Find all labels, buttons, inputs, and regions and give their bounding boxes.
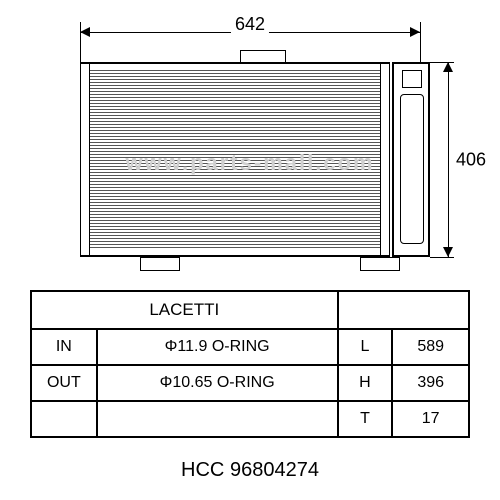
cell-spec: Φ11.9 O-RING xyxy=(97,329,338,365)
specification-table: LACETTI IN Φ11.9 O-RING L 589 OUT Φ10.65… xyxy=(30,290,470,438)
cell-port: OUT xyxy=(31,365,97,401)
cell-spec: Φ10.65 O-RING xyxy=(97,365,338,401)
dim-line xyxy=(448,62,449,257)
receiver-port xyxy=(402,70,422,88)
part-number: 96804274 xyxy=(230,459,319,481)
table-header-row: LACETTI xyxy=(31,291,469,329)
table-row: OUT Φ10.65 O-RING H 396 xyxy=(31,365,469,401)
cell-val: 589 xyxy=(392,329,469,365)
condenser-fins xyxy=(90,70,380,249)
cell-dim: H xyxy=(338,365,393,401)
cell-port: IN xyxy=(31,329,97,365)
table-row: IN Φ11.9 O-RING L 589 xyxy=(31,329,469,365)
end-tank-right xyxy=(380,64,390,255)
dimension-width-value: 642 xyxy=(231,14,269,35)
extension-line xyxy=(420,22,421,62)
technical-drawing: 642 406 xyxy=(40,10,460,270)
dimension-height: 406 xyxy=(438,62,458,257)
arrow-down-icon xyxy=(443,247,453,257)
dimension-width: 642 xyxy=(80,22,420,42)
receiver-dryer xyxy=(392,62,430,257)
condenser-body xyxy=(80,62,390,257)
cell-dim: L xyxy=(338,329,393,365)
mounting-bracket xyxy=(140,257,180,271)
extension-line xyxy=(80,22,81,62)
cell-val: 17 xyxy=(392,401,469,437)
end-tank-left xyxy=(80,64,90,255)
dimension-height-value: 406 xyxy=(456,149,486,170)
mounting-bracket xyxy=(360,257,400,271)
arrow-left-icon xyxy=(80,27,90,37)
cell-val: 396 xyxy=(392,365,469,401)
receiver-cylinder xyxy=(400,94,424,244)
table-row: T 17 xyxy=(31,401,469,437)
arrow-up-icon xyxy=(443,62,453,72)
part-identifier: HCC 96804274 xyxy=(0,459,500,482)
cell-spec xyxy=(97,401,338,437)
cell-dim: T xyxy=(338,401,393,437)
brand-code: HCC xyxy=(181,459,224,481)
cell-port xyxy=(31,401,97,437)
arrow-right-icon xyxy=(410,27,420,37)
table-empty-header xyxy=(338,291,469,329)
extension-line xyxy=(430,257,454,258)
table-title: LACETTI xyxy=(31,291,338,329)
